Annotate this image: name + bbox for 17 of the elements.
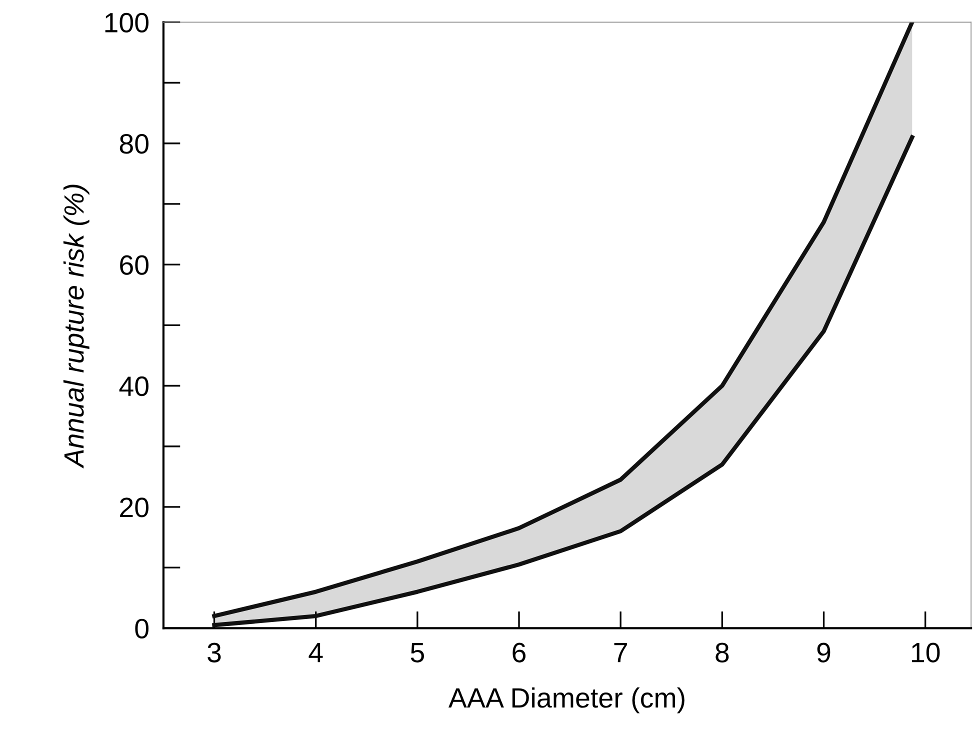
x-tick-label: 7 (614, 643, 627, 662)
y-tick-label: 100 (105, 12, 148, 33)
y-tick-label: 80 (120, 134, 148, 154)
y-tick-label: 60 (120, 255, 148, 275)
x-tick-label: 5 (410, 643, 424, 662)
y-tick-label: 0 (135, 618, 148, 638)
x-tick-label: 10 (912, 642, 940, 662)
x-tick-label: 6 (512, 642, 526, 662)
y-tick-label: 40 (119, 376, 148, 396)
x-tick-label: 3 (208, 642, 221, 662)
x-tick-label: 4 (308, 643, 323, 662)
x-axis-title: AAA Diameter (cm) (448, 687, 684, 714)
y-tick-label: 20 (120, 498, 148, 518)
x-tick-label: 9 (817, 642, 830, 662)
x-tick-label: 8 (716, 642, 729, 662)
y-axis-title: Annual rupture risk (%) (63, 184, 90, 469)
line-series (212, 135, 914, 628)
